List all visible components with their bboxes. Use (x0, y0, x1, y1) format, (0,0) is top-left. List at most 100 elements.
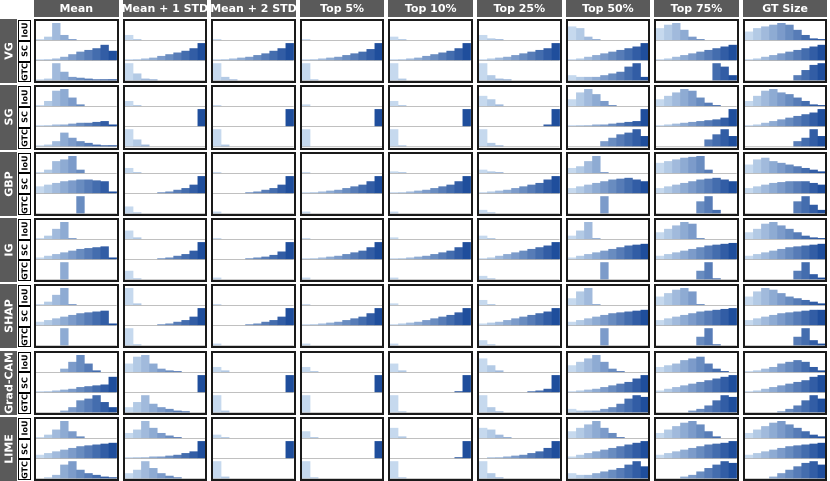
histogram-bar (607, 469, 617, 479)
histogram-bar (664, 96, 673, 107)
histogram-svg (213, 366, 294, 413)
histogram-bar (197, 440, 206, 458)
histogram-bar (479, 427, 488, 438)
histogram-bar (309, 324, 319, 326)
histogram-bar (390, 36, 399, 41)
histogram-bar (817, 398, 826, 412)
histogram-bar (615, 446, 625, 458)
histogram-bar (527, 452, 536, 458)
histogram-bar (60, 221, 69, 239)
histogram-bar (60, 132, 69, 147)
histogram-bar (495, 456, 504, 458)
histogram-bar (817, 109, 826, 127)
histogram-bar (84, 179, 93, 193)
histogram-bar (744, 296, 754, 306)
histogram-bar (301, 171, 311, 173)
histogram-bar (140, 456, 150, 458)
histogram-bar (583, 89, 593, 107)
metric-label: GTC (18, 326, 31, 348)
metric-label-text: SC (20, 443, 29, 455)
histogram-bar (615, 134, 625, 147)
histogram-bar (140, 420, 150, 438)
histogram-bar (793, 404, 802, 412)
metric-label-text: IoU (20, 221, 29, 237)
histogram-bar (44, 301, 53, 306)
histogram-bar (446, 250, 456, 260)
histogram-bar (390, 427, 399, 438)
histogram-cell (34, 217, 119, 283)
histogram-bar (793, 141, 802, 147)
histogram-bar (567, 75, 576, 81)
histogram-cell (477, 19, 562, 84)
histogram-bar (132, 59, 142, 61)
histogram-bar (309, 59, 319, 61)
histogram-bar (688, 474, 697, 479)
histogram-bar (495, 410, 504, 412)
histogram-bar (672, 184, 681, 193)
histogram-bar (752, 124, 762, 127)
histogram-bar (422, 55, 431, 61)
histogram-bar (358, 184, 367, 193)
histogram-bar (801, 167, 810, 173)
histogram-bar (519, 53, 528, 61)
histogram-bar (301, 277, 311, 280)
histogram-bar (124, 432, 133, 438)
histogram-bar (479, 96, 488, 107)
histogram-bar (76, 386, 85, 392)
histogram-bar (68, 460, 77, 479)
histogram-bar (301, 304, 311, 306)
histogram-cell (565, 217, 651, 283)
row-label-text: Grad-CAM (2, 351, 15, 414)
histogram-bar (777, 472, 786, 479)
histogram-bar (148, 467, 158, 479)
histogram-bar (793, 49, 802, 61)
histogram-bar (495, 369, 504, 372)
metric-label-text: SC (20, 111, 29, 124)
histogram-bar (704, 262, 713, 280)
histogram-bar (398, 369, 407, 372)
metric-label-text: IoU (20, 155, 29, 171)
histogram-bar (301, 59, 311, 61)
histogram-bar (801, 48, 810, 61)
histogram-bar (624, 311, 633, 326)
histogram-bar (253, 55, 262, 61)
histogram-bar (712, 177, 721, 193)
column-header: GT Size (742, 0, 828, 17)
histogram-bar (213, 366, 222, 372)
row-label-text: LIME (2, 434, 15, 464)
histogram-bar (414, 256, 423, 260)
histogram-bar (607, 105, 617, 107)
histogram-bar (793, 298, 802, 306)
histogram-bar (672, 252, 681, 260)
histogram-bar (809, 460, 818, 479)
histogram-svg (124, 167, 206, 214)
histogram-svg (36, 155, 117, 214)
histogram-bar (696, 356, 705, 372)
histogram-svg (390, 427, 471, 479)
histogram-bar (197, 109, 206, 127)
histogram-bar (632, 310, 641, 326)
histogram-bar (744, 255, 754, 260)
histogram-bar (487, 456, 496, 458)
histogram-bar (599, 180, 609, 193)
row-label-text: SG (2, 108, 15, 126)
histogram-bar (124, 206, 133, 213)
histogram-svg (301, 304, 383, 347)
histogram-bar (720, 129, 730, 147)
histogram-bar (801, 235, 810, 239)
histogram-bar (704, 310, 713, 326)
histogram-bar (664, 24, 673, 41)
histogram-bar (567, 364, 576, 372)
histogram-bar (688, 156, 697, 173)
histogram-svg (301, 104, 383, 148)
histogram-bar (148, 403, 158, 412)
histogram-bar (599, 262, 609, 280)
histogram-bar (752, 159, 762, 173)
metric-label-text: IoU (20, 288, 29, 304)
histogram-bar (519, 316, 528, 326)
histogram-svg (213, 171, 294, 214)
histogram-bar (92, 179, 101, 193)
histogram-bar (801, 361, 810, 372)
histogram-bar (793, 97, 802, 107)
histogram-bar (487, 38, 496, 41)
